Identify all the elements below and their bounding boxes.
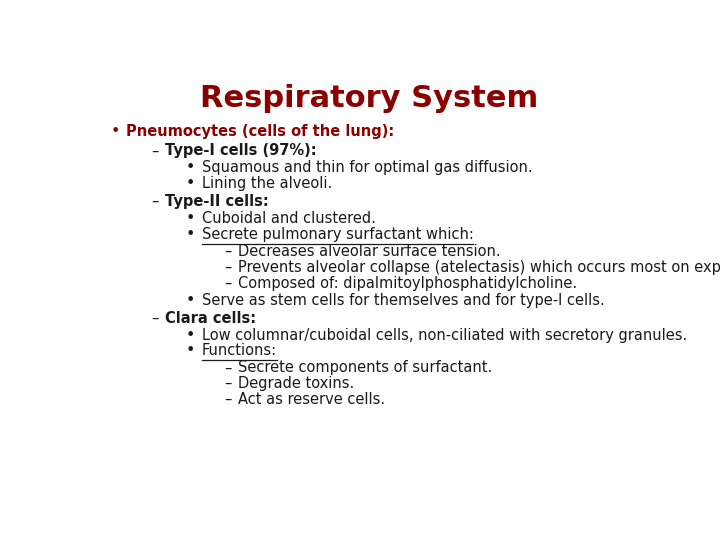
Text: –: – xyxy=(151,310,158,326)
Text: Type-II cells:: Type-II cells: xyxy=(166,194,269,209)
Text: •: • xyxy=(186,293,195,308)
Text: Decreases alveolar surface tension.: Decreases alveolar surface tension. xyxy=(238,244,500,259)
Text: –: – xyxy=(151,194,158,209)
Text: –: – xyxy=(224,360,231,375)
Text: –: – xyxy=(224,392,231,407)
Text: •: • xyxy=(186,160,195,176)
Text: Act as reserve cells.: Act as reserve cells. xyxy=(238,392,385,407)
Text: Composed of: dipalmitoylphosphatidylcholine.: Composed of: dipalmitoylphosphatidylchol… xyxy=(238,275,577,291)
Text: Respiratory System: Respiratory System xyxy=(200,84,538,112)
Text: •: • xyxy=(186,343,195,359)
Text: Lining the alveoli.: Lining the alveoli. xyxy=(202,176,332,191)
Text: Low columnar/cuboidal cells, non-ciliated with secretory granules.: Low columnar/cuboidal cells, non-ciliate… xyxy=(202,328,687,342)
Text: –: – xyxy=(224,244,231,259)
Text: •: • xyxy=(186,176,195,191)
Text: Serve as stem cells for themselves and for type-I cells.: Serve as stem cells for themselves and f… xyxy=(202,293,604,308)
Text: Degrade toxins.: Degrade toxins. xyxy=(238,376,354,391)
Text: Functions:: Functions: xyxy=(202,343,276,359)
Text: •: • xyxy=(110,124,120,139)
Text: –: – xyxy=(224,376,231,391)
Text: –: – xyxy=(151,144,158,158)
Text: Secrete components of surfactant.: Secrete components of surfactant. xyxy=(238,360,492,375)
Text: •: • xyxy=(186,211,195,226)
Text: Prevents alveolar collapse (atelectasis) which occurs most on expiration.: Prevents alveolar collapse (atelectasis)… xyxy=(238,260,720,275)
Text: –: – xyxy=(224,260,231,275)
Text: Squamous and thin for optimal gas diffusion.: Squamous and thin for optimal gas diffus… xyxy=(202,160,532,176)
Text: –: – xyxy=(224,275,231,291)
Text: Secrete pulmonary surfactant which:: Secrete pulmonary surfactant which: xyxy=(202,227,474,242)
Text: Type-I cells (97%):: Type-I cells (97%): xyxy=(166,144,317,158)
Text: •: • xyxy=(186,227,195,242)
Text: •: • xyxy=(186,328,195,342)
Text: Cuboidal and clustered.: Cuboidal and clustered. xyxy=(202,211,375,226)
Text: Pneumocytes (cells of the lung):: Pneumocytes (cells of the lung): xyxy=(126,124,395,139)
Text: Clara cells:: Clara cells: xyxy=(166,310,256,326)
